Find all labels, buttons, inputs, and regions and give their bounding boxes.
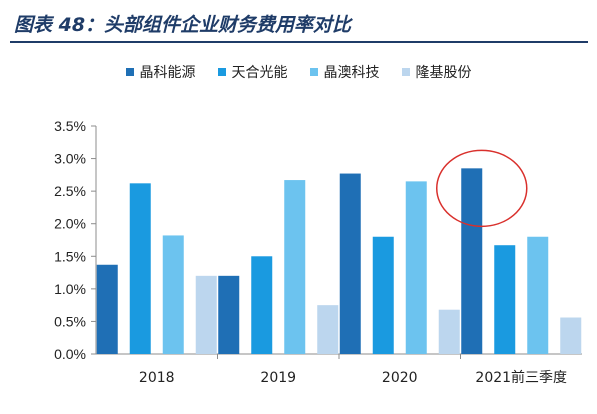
legend-swatch (125, 68, 134, 76)
legend-item: 隆基股份 (401, 62, 472, 82)
bar (372, 236, 394, 354)
x-tick-label: 2019 (260, 370, 296, 386)
legend-item: 天合光能 (217, 62, 288, 82)
bar (284, 180, 306, 354)
legend-item: 晶科能源 (125, 62, 196, 82)
x-tick-label: 2018 (139, 370, 175, 386)
bar (527, 236, 549, 354)
legend: 晶科能源 天合光能 晶澳科技 隆基股份 (0, 62, 597, 82)
bar (560, 317, 582, 354)
bar (461, 168, 483, 354)
bar (162, 235, 184, 354)
y-tick-label: 2.5% (54, 183, 86, 199)
y-tick-label: 0.0% (54, 346, 86, 362)
legend-item: 晶澳科技 (309, 62, 380, 82)
y-tick-label: 2.0% (54, 216, 86, 232)
bar (129, 183, 151, 354)
y-tick-label: 1.5% (54, 248, 86, 264)
bar (339, 173, 361, 354)
bar (218, 275, 240, 354)
legend-swatch (401, 68, 410, 76)
y-tick-label: 3.0% (54, 151, 86, 167)
legend-label: 晶科能源 (139, 65, 196, 81)
x-tick-label: 2020 (382, 370, 418, 386)
y-tick-label: 0.5% (54, 313, 86, 329)
y-tick-label: 1.0% (54, 281, 86, 297)
legend-label: 天合光能 (231, 65, 288, 81)
bar (494, 245, 516, 354)
bar (405, 181, 427, 354)
legend-swatch (217, 68, 226, 76)
legend-swatch (309, 68, 318, 76)
legend-label: 隆基股份 (415, 65, 472, 81)
chart-title: 图表 48：头部组件企业财务费用率对比 (14, 14, 352, 36)
title-underline (10, 41, 588, 43)
bar (251, 256, 273, 354)
bar (96, 264, 118, 354)
y-tick-label: 3.5% (54, 118, 86, 134)
bar (317, 305, 339, 354)
highlight-circle (436, 149, 528, 228)
x-tick-label: 2021前三季度 (475, 369, 567, 386)
legend-label: 晶澳科技 (323, 65, 380, 81)
bar (195, 275, 217, 354)
bar (438, 309, 460, 354)
